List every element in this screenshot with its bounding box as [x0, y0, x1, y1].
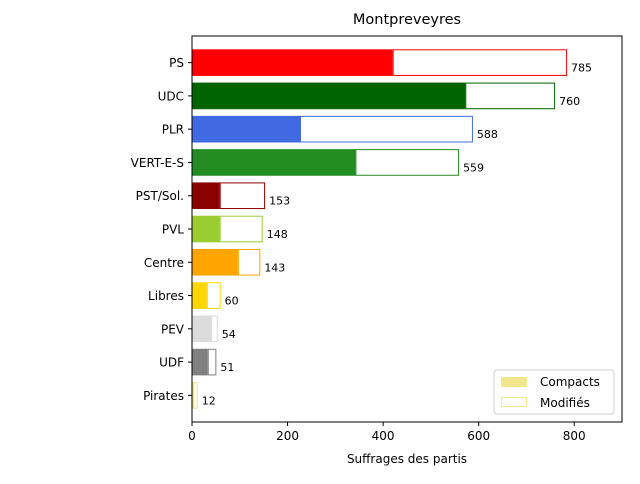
- bar-compacts: [192, 248, 238, 276]
- x-axis-label: Suffrages des partis: [347, 452, 467, 466]
- y-tick-label: UDC: [158, 89, 184, 103]
- bar-total-label: 559: [463, 161, 484, 174]
- x-tick-label: 0: [188, 429, 196, 443]
- bar-compacts: [192, 49, 393, 76]
- bar-compacts: [192, 149, 356, 176]
- bar-compacts: [192, 315, 212, 343]
- bar-total-label: 143: [264, 261, 285, 274]
- bars-layer: 785 760 588 559 153 148 143 60 54 51 12: [192, 49, 592, 409]
- legend-swatch-compacts: [501, 377, 527, 387]
- legend-label-modifies: Modifiés: [540, 396, 590, 410]
- bar-modifies: [207, 348, 217, 376]
- bar-compacts: [192, 215, 220, 243]
- axes-layer: PS UDC PLR VERT-E-S PST/Sol. PVL Centre Libres P…: [131, 35, 623, 443]
- y-tick-label: PS: [169, 56, 184, 70]
- y-tick-label: Libres: [148, 289, 184, 303]
- bar-total-label: 153: [269, 195, 290, 208]
- bar-modifies: [219, 182, 266, 210]
- legend-swatch-modifies: [501, 397, 527, 407]
- y-tick-label: PST/Sol.: [136, 189, 184, 203]
- bar-modifies: [392, 49, 568, 76]
- bar-total-label: 54: [222, 328, 236, 341]
- y-tick-label: Centre: [144, 256, 184, 270]
- bar-compacts: [192, 282, 207, 309]
- y-tick-label: PVL: [162, 223, 184, 237]
- bar-modifies: [211, 315, 218, 343]
- y-tick-label: UDF: [159, 356, 184, 370]
- bar-compacts: [192, 382, 194, 409]
- legend-label-compacts: Compacts: [540, 375, 600, 389]
- y-tick-label: PEV: [161, 322, 185, 336]
- bar-compacts: [192, 348, 208, 376]
- x-tick-label: 800: [563, 429, 586, 443]
- y-tick-label: PLR: [162, 123, 184, 137]
- bar-total-label: 760: [559, 95, 580, 108]
- bar-modifies: [299, 115, 473, 143]
- bar-total-label: 785: [571, 62, 592, 75]
- bar-modifies: [219, 215, 263, 243]
- bar-modifies: [237, 248, 261, 276]
- bar-modifies: [193, 382, 198, 409]
- chart-title: Montpreveyres: [353, 12, 461, 28]
- bar-total-label: 12: [202, 394, 216, 407]
- plot-frame: [191, 35, 623, 423]
- bar-modifies: [465, 82, 556, 110]
- legend: Compacts Modifiés: [493, 369, 615, 415]
- bar-total-label: 588: [477, 128, 498, 141]
- y-tick-label: Pirates: [143, 389, 184, 403]
- bar-compacts: [192, 182, 220, 210]
- x-tick-label: 200: [276, 429, 299, 443]
- bar-compacts: [192, 82, 466, 110]
- bar-modifies: [355, 149, 460, 176]
- x-tick-label: 400: [372, 429, 395, 443]
- y-tick-label: VERT-E-S: [131, 156, 184, 170]
- bar-total-label: 51: [220, 361, 234, 374]
- bar-modifies: [206, 282, 221, 309]
- x-tick-label: 600: [467, 429, 490, 443]
- bar-total-label: 148: [267, 228, 288, 241]
- bar-total-label: 60: [225, 295, 239, 308]
- bar-compacts: [192, 115, 300, 143]
